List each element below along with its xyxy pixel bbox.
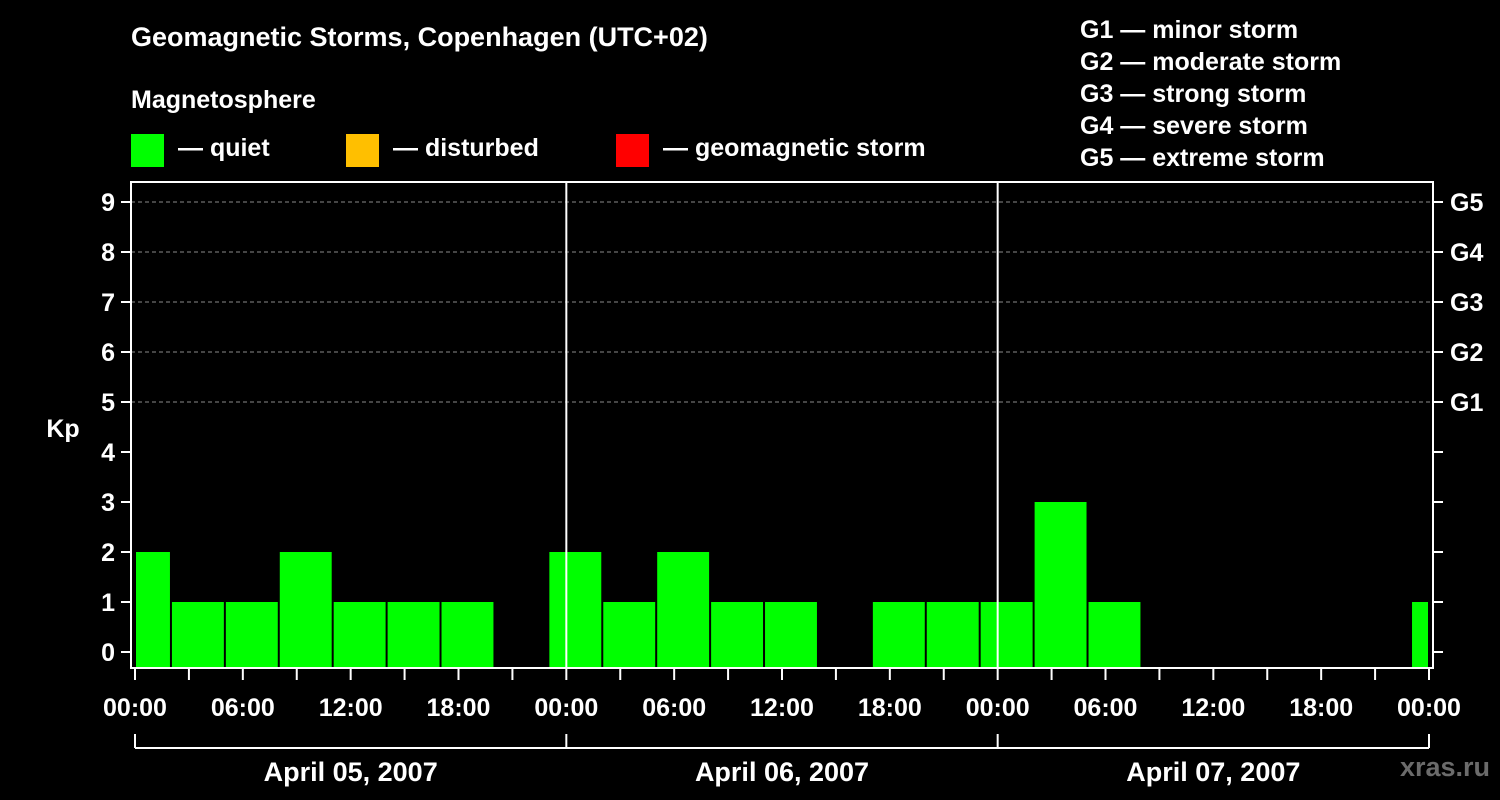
chart-title: Geomagnetic Storms, Copenhagen (UTC+02) bbox=[131, 22, 708, 52]
legend-label-disturbed: — disturbed bbox=[393, 134, 539, 162]
legend-swatch-disturbed bbox=[346, 134, 379, 167]
bar-6 bbox=[441, 602, 494, 668]
bar-17 bbox=[1412, 602, 1428, 668]
legend-storm: — geomagnetic storm bbox=[616, 134, 956, 168]
ytick-label-5: 5 bbox=[101, 389, 115, 417]
ytick-label-4: 4 bbox=[101, 439, 115, 467]
g-legend-g5: G5 — extreme storm bbox=[1080, 144, 1325, 172]
xtick-label-10: 12:00 bbox=[1181, 694, 1245, 722]
g-legend-g2: G2 — moderate storm bbox=[1080, 48, 1342, 76]
bar-15 bbox=[1034, 502, 1087, 668]
ytick-label-8: 8 bbox=[101, 239, 115, 267]
xtick-label-3: 18:00 bbox=[427, 694, 491, 722]
bar-5 bbox=[387, 602, 440, 668]
day-label-2: April 07, 2007 bbox=[1126, 757, 1300, 787]
xtick-label-2: 12:00 bbox=[319, 694, 383, 722]
legend-quiet: — quiet bbox=[131, 134, 331, 168]
g-legend-g3: G3 — strong storm bbox=[1080, 80, 1307, 108]
ytick-label-3: 3 bbox=[101, 489, 115, 517]
ytick-label-2: 2 bbox=[101, 539, 115, 567]
g-label-g3: G3 bbox=[1450, 289, 1483, 317]
g-scale-legend: G1 — minor storm G2 — moderate storm G3 … bbox=[1080, 14, 1341, 174]
ytick-label-6: 6 bbox=[101, 339, 115, 367]
bar-8 bbox=[603, 602, 656, 668]
ytick-label-7: 7 bbox=[101, 289, 115, 317]
legend-label-storm: — geomagnetic storm bbox=[663, 134, 926, 162]
bar-14 bbox=[980, 602, 1033, 668]
xtick-label-1: 06:00 bbox=[211, 694, 275, 722]
ytick-label-9: 9 bbox=[101, 189, 115, 217]
bar-3 bbox=[279, 552, 332, 668]
bar-11 bbox=[765, 602, 817, 668]
watermark: xras.ru bbox=[1399, 752, 1490, 782]
xtick-label-12: 00:00 bbox=[1397, 694, 1461, 722]
day-label-1: April 06, 2007 bbox=[695, 757, 869, 787]
bar-7 bbox=[549, 552, 602, 668]
bar-0 bbox=[136, 552, 170, 668]
xtick-label-11: 18:00 bbox=[1289, 694, 1353, 722]
bar-9 bbox=[657, 552, 710, 668]
g-legend-g1: G1 — minor storm bbox=[1080, 16, 1299, 44]
legend-swatch-quiet bbox=[131, 134, 164, 167]
xtick-label-4: 00:00 bbox=[534, 694, 598, 722]
xtick-label-9: 06:00 bbox=[1074, 694, 1138, 722]
bar-16 bbox=[1088, 602, 1141, 668]
legend-swatch-storm bbox=[616, 134, 649, 167]
xtick-label-5: 06:00 bbox=[642, 694, 706, 722]
ytick-label-0: 0 bbox=[101, 639, 115, 667]
xtick-label-7: 18:00 bbox=[858, 694, 922, 722]
day-label-0: April 05, 2007 bbox=[264, 757, 438, 787]
legend-disturbed: — disturbed bbox=[346, 134, 586, 168]
xtick-label-8: 00:00 bbox=[966, 694, 1030, 722]
g-legend-g4: G4 — severe storm bbox=[1080, 112, 1308, 140]
bar-10 bbox=[711, 602, 764, 668]
g-label-g2: G2 bbox=[1450, 339, 1483, 367]
xtick-label-0: 00:00 bbox=[103, 694, 167, 722]
bar-1 bbox=[171, 602, 224, 668]
bar-2 bbox=[225, 602, 278, 668]
legend-label-quiet: — quiet bbox=[178, 134, 270, 162]
ytick-label-1: 1 bbox=[101, 589, 115, 617]
g-label-g5: G5 bbox=[1450, 189, 1483, 217]
chart-subtitle: Magnetosphere bbox=[131, 86, 316, 114]
xtick-label-6: 12:00 bbox=[750, 694, 814, 722]
y-axis-label: Kp bbox=[46, 415, 79, 443]
g-label-g4: G4 bbox=[1450, 239, 1483, 267]
g-label-g1: G1 bbox=[1450, 389, 1483, 417]
bar-4 bbox=[333, 602, 386, 668]
bar-12 bbox=[872, 602, 925, 668]
bar-13 bbox=[926, 602, 979, 668]
